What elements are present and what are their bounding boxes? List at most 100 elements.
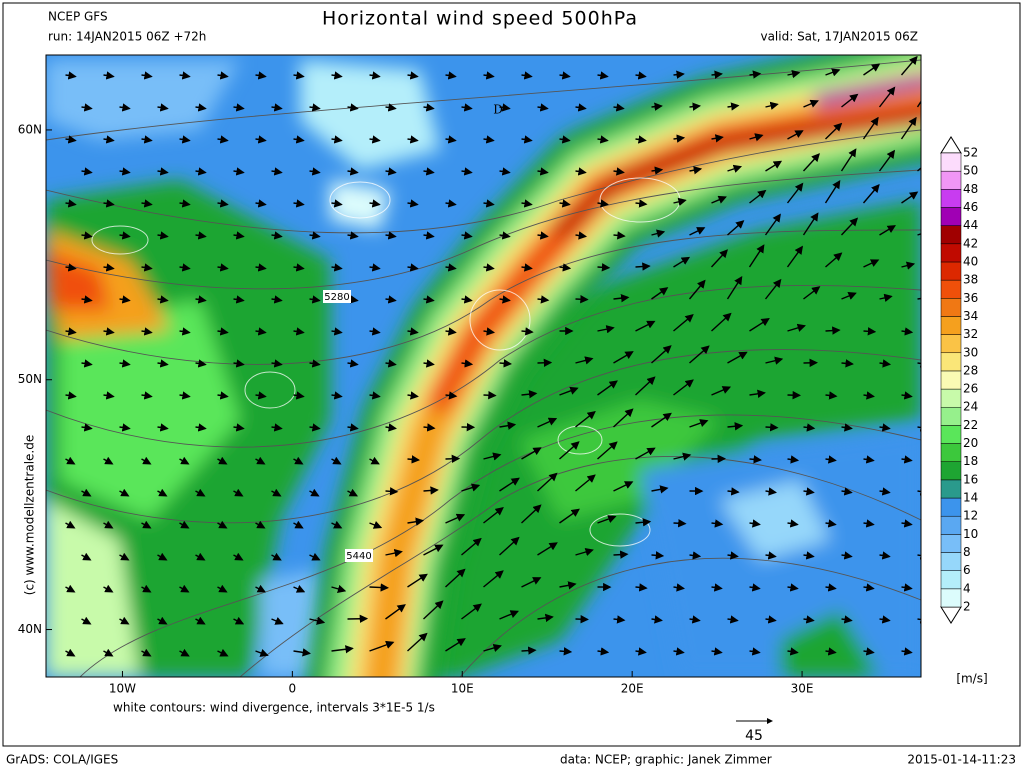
wind-vector — [331, 135, 343, 144]
wind-vector — [217, 135, 229, 144]
wind-vector — [559, 199, 571, 208]
wind-vector — [521, 447, 542, 460]
wind-vector — [673, 379, 694, 396]
wind-vector — [255, 391, 267, 400]
wind-vector — [559, 71, 571, 80]
low-pressure-label: D — [493, 103, 503, 117]
wind-vector — [635, 320, 656, 332]
colorbar-label: 10 — [963, 527, 978, 541]
wind-vector — [711, 583, 723, 592]
wind-vector — [651, 551, 665, 560]
wind-vector — [575, 167, 587, 176]
colorbar-label: 34 — [963, 309, 978, 323]
wind-vector — [157, 616, 168, 625]
wind-vector — [765, 615, 777, 624]
wind-vector — [841, 93, 859, 108]
wind-vector — [217, 520, 228, 529]
colorbar-label: 46 — [963, 200, 978, 214]
wind-vector — [537, 613, 554, 623]
wind-vector — [157, 167, 169, 176]
wind-vector — [711, 386, 732, 396]
run-info: run: 14JAN2015 06Z +72h — [48, 30, 206, 44]
wind-vector — [559, 386, 579, 396]
wind-vector — [711, 70, 723, 79]
wind-vector — [369, 583, 390, 592]
wind-vector — [217, 71, 229, 80]
wind-vector — [407, 71, 419, 80]
wind-vector — [841, 551, 853, 560]
wind-vector — [499, 295, 511, 304]
wind-vector — [727, 487, 740, 496]
wind-vector — [727, 102, 740, 111]
wind-vector — [635, 71, 647, 80]
wind-vector — [688, 279, 706, 300]
wind-vector — [597, 71, 609, 80]
wind-vector — [727, 351, 748, 364]
wind-vectors — [65, 55, 921, 657]
wind-vector — [499, 536, 520, 556]
wind-vector — [445, 513, 466, 524]
wind-vector — [787, 519, 799, 528]
wind-vector — [613, 103, 625, 112]
wind-vector — [917, 167, 921, 172]
wind-vector — [445, 568, 466, 588]
outer-frame — [2, 2, 1021, 747]
colorbar-label: 44 — [963, 218, 978, 232]
wind-vector — [233, 167, 245, 176]
wind-vector — [878, 149, 896, 172]
wind-vector — [271, 359, 283, 368]
wind-vector — [521, 646, 537, 655]
wind-vector — [635, 647, 647, 656]
wind-vector — [825, 122, 843, 140]
wind-vector — [787, 323, 806, 332]
wind-vector — [309, 295, 321, 304]
wind-vector — [309, 167, 321, 176]
wind-vector — [711, 134, 724, 143]
wind-vector — [255, 199, 267, 208]
wind-vector — [233, 231, 245, 240]
wind-vector — [385, 359, 397, 368]
wind-vector — [423, 486, 439, 495]
wind-vector — [179, 135, 191, 144]
wind-vector — [369, 327, 381, 336]
wind-vector — [862, 183, 880, 204]
wind-vector — [309, 423, 321, 432]
wind-vector — [749, 647, 761, 656]
colorbar-box — [940, 298, 962, 317]
wind-vector — [347, 231, 359, 240]
wind-vector — [141, 456, 152, 465]
wind-vector — [862, 116, 879, 140]
colorbar-label: 26 — [963, 382, 978, 396]
wind-vector — [917, 359, 921, 368]
wind-vector — [461, 231, 473, 240]
wind-vector — [119, 423, 131, 432]
wind-vector — [233, 295, 245, 304]
wind-vector — [103, 584, 114, 593]
wind-vector — [81, 167, 93, 176]
wind-vector — [689, 102, 702, 111]
wind-vector — [689, 615, 701, 624]
colorbar-box — [940, 334, 962, 354]
wind-vector — [613, 231, 626, 240]
wind-vector — [195, 103, 207, 112]
wind-vector — [445, 135, 457, 144]
wind-vector — [765, 423, 779, 432]
wind-vector — [407, 391, 419, 400]
wind-vector — [689, 551, 702, 560]
wind-vector — [749, 455, 762, 464]
wind-vector — [103, 391, 115, 400]
wind-vector — [423, 167, 435, 176]
wind-vector — [293, 584, 306, 593]
wind-vector — [765, 101, 779, 110]
wind-vector — [65, 135, 77, 144]
wind-vector — [65, 71, 77, 80]
wind-vector — [461, 295, 473, 304]
wind-vector — [521, 135, 533, 144]
wind-vector — [179, 263, 191, 272]
wind-vector — [483, 71, 495, 80]
wind-vector — [710, 249, 728, 268]
colorbar-label: 16 — [963, 472, 978, 486]
wind-vector — [825, 583, 837, 592]
wind-vector — [483, 327, 496, 336]
